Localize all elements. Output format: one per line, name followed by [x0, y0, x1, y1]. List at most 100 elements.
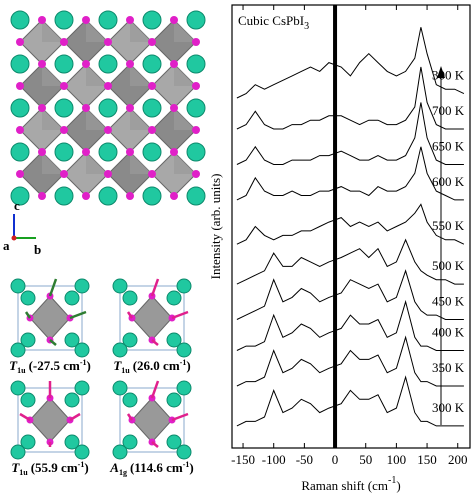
iodine-atom: [170, 60, 178, 68]
iodine-atom: [126, 104, 134, 112]
octahedron: [29, 397, 71, 443]
spectrum: [236, 102, 464, 165]
cesium-atom: [98, 142, 118, 162]
iodine-atom: [60, 170, 68, 178]
cesium-atom: [98, 54, 118, 74]
x-tick-label: 200: [448, 452, 468, 467]
cesium-atom: [186, 54, 206, 74]
mode-arrow: [150, 380, 160, 399]
octahedron-face: [86, 64, 108, 86]
x-axis-label: Raman shift (cm-1): [301, 475, 400, 493]
cesium-atom: [186, 98, 206, 118]
iodine-atom: [16, 82, 24, 90]
spectrum: [236, 66, 464, 130]
cesium-atom: [64, 434, 80, 450]
cesium-atom: [112, 278, 128, 294]
cesium-atom: [54, 142, 74, 162]
octahedron-face: [130, 152, 152, 174]
x-tick-label: -50: [296, 452, 313, 467]
cesium-atom: [122, 290, 138, 306]
iodine-atom: [104, 126, 112, 134]
iodine-atom: [16, 170, 24, 178]
series-label: 600 K: [432, 174, 465, 189]
iodine-atom: [192, 126, 200, 134]
text-part: Cubic CsPbI: [238, 13, 304, 28]
cesium-atom: [10, 444, 26, 460]
cesium-atom: [98, 186, 118, 206]
iodine-atom: [126, 16, 134, 24]
text-part: A: [109, 460, 119, 475]
text-part: (26.0 cm: [133, 358, 180, 373]
cesium-atom: [74, 380, 90, 396]
iodine-atom: [148, 82, 156, 90]
y-axis-label: Intensity (arb. units): [208, 174, 223, 280]
text-part: 1g: [119, 468, 127, 477]
iodine-atom: [126, 60, 134, 68]
iodine-atom: [170, 192, 178, 200]
octahedron-face: [42, 108, 64, 130]
cesium-atom: [74, 444, 90, 460]
octahedron-face: [174, 64, 196, 86]
cesium-atom: [10, 54, 30, 74]
iodine-atom: [148, 170, 156, 178]
series-label: 450 K: [432, 294, 465, 309]
cesium-atom: [98, 10, 118, 30]
iodine-atom: [16, 38, 24, 46]
unit-cell: [17, 285, 83, 351]
cesium-atom: [64, 392, 80, 408]
iodine-atom: [192, 38, 200, 46]
mode-arrow: [49, 339, 57, 346]
iodine-atom: [38, 192, 46, 200]
cesium-atom: [20, 392, 36, 408]
iodine-atom: [126, 192, 134, 200]
octahedron-face: [130, 20, 152, 42]
text-part: -1: [388, 475, 396, 486]
mode-arrow: [150, 278, 160, 297]
cesium-atom: [64, 332, 80, 348]
text-part: -1: [78, 460, 85, 469]
x-tick-label: -150: [231, 452, 255, 467]
x-tick-label: -100: [262, 452, 286, 467]
cesium-atom: [122, 332, 138, 348]
iodine-atom: [170, 16, 178, 24]
cesium-atom: [122, 434, 138, 450]
text-part: Raman shift (cm: [301, 478, 388, 493]
iodine-atom: [192, 170, 200, 178]
iodine-atom: [104, 82, 112, 90]
iodine-atom: [82, 148, 90, 156]
iodine-atom: [38, 104, 46, 112]
cesium-atom: [176, 278, 192, 294]
iodine-atom: [16, 126, 24, 134]
text-part: -1: [183, 460, 190, 469]
mode-label: T1u (55.9 cm-1): [11, 460, 88, 477]
iodine-atom: [60, 38, 68, 46]
axis-label: c: [14, 198, 20, 213]
series-label: 700 K: [432, 103, 465, 118]
series-label: 300 K: [432, 400, 465, 415]
text-part: T: [9, 358, 18, 373]
cesium-atom: [176, 342, 192, 358]
octahedron-face: [86, 108, 108, 130]
crystal-structure: c a b: [3, 10, 206, 257]
iodine-atom: [38, 16, 46, 24]
text-part: -1: [80, 358, 87, 367]
iodine-atom: [82, 60, 90, 68]
iodine-atom: [104, 170, 112, 178]
text-part: T: [113, 358, 122, 373]
cesium-atom: [10, 380, 26, 396]
cesium-atom: [74, 342, 90, 358]
cesium-atom: [166, 332, 182, 348]
iodine-atom: [82, 16, 90, 24]
iodine-atom: [148, 126, 156, 134]
cesium-atom: [10, 186, 30, 206]
mode-arrow: [151, 339, 159, 346]
iodine-atom: [148, 38, 156, 46]
text-part: ): [186, 358, 190, 373]
text-part: (-27.5 cm: [29, 358, 80, 373]
cesium-atom: [142, 142, 162, 162]
iodine-atom: [104, 38, 112, 46]
cesium-atom: [166, 434, 182, 450]
cesium-atom: [166, 290, 182, 306]
iodine-atom: [60, 82, 68, 90]
